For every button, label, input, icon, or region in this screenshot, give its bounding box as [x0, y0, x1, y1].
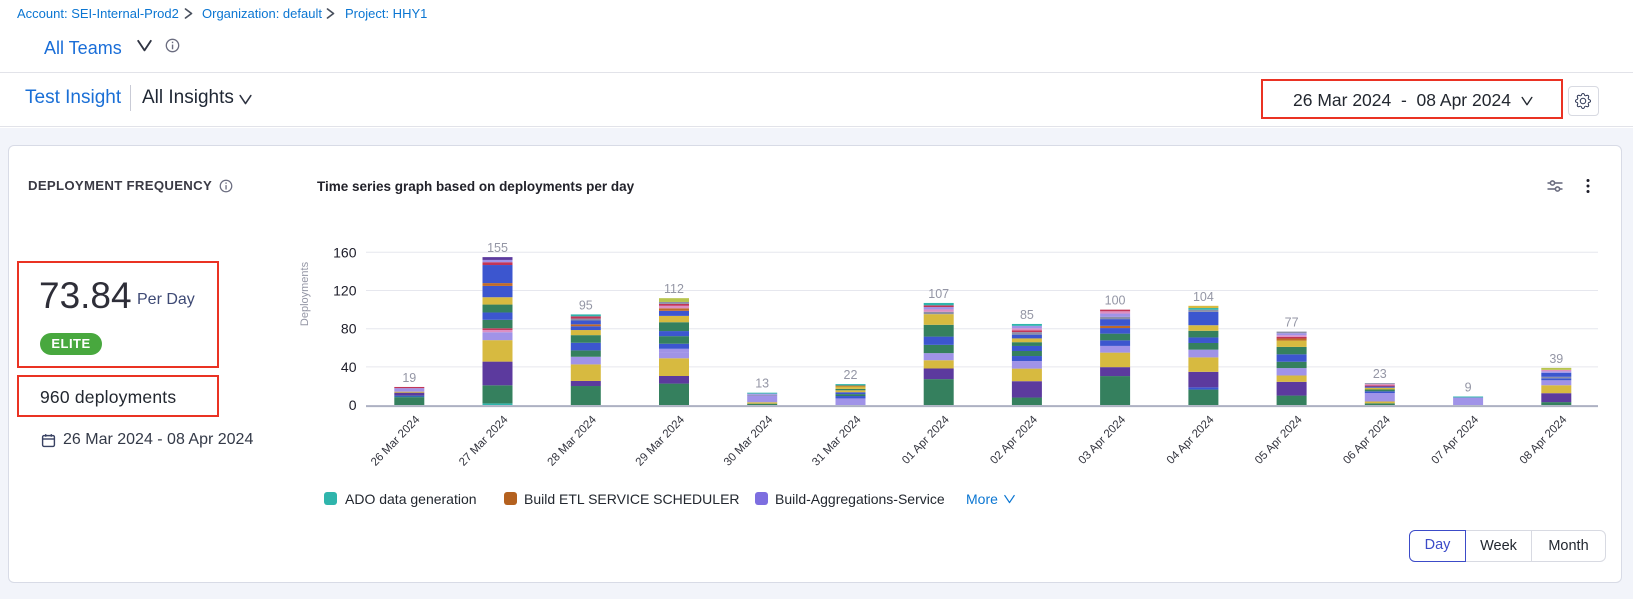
svg-text:04 Apr 2024: 04 Apr 2024: [1165, 413, 1217, 466]
svg-text:40: 40: [341, 359, 357, 375]
svg-text:29 Mar 2024: 29 Mar 2024: [634, 413, 688, 468]
svg-text:19: 19: [402, 371, 416, 385]
svg-text:28 Mar 2024: 28 Mar 2024: [545, 413, 599, 468]
svg-text:77: 77: [1285, 316, 1299, 330]
svg-text:03 Apr 2024: 03 Apr 2024: [1077, 413, 1129, 466]
svg-text:Deployments: Deployments: [299, 261, 311, 326]
svg-text:05 Apr 2024: 05 Apr 2024: [1253, 413, 1305, 466]
svg-text:100: 100: [1105, 294, 1126, 308]
svg-text:06 Apr 2024: 06 Apr 2024: [1341, 413, 1393, 466]
svg-text:104: 104: [1193, 290, 1214, 304]
svg-text:112: 112: [664, 282, 684, 296]
svg-text:23: 23: [1373, 367, 1387, 381]
svg-text:160: 160: [333, 244, 357, 260]
svg-text:120: 120: [333, 283, 357, 299]
svg-text:0: 0: [349, 397, 357, 413]
svg-text:22: 22: [844, 368, 858, 382]
svg-text:08 Apr 2024: 08 Apr 2024: [1518, 413, 1570, 466]
svg-text:07 Apr 2024: 07 Apr 2024: [1430, 413, 1482, 466]
svg-text:26 Mar 2024: 26 Mar 2024: [369, 413, 423, 468]
svg-text:155: 155: [487, 241, 508, 255]
svg-text:30 Mar 2024: 30 Mar 2024: [722, 413, 776, 468]
svg-text:9: 9: [1465, 381, 1472, 395]
svg-text:80: 80: [341, 321, 357, 337]
svg-text:95: 95: [579, 298, 593, 312]
svg-text:39: 39: [1549, 352, 1563, 366]
svg-text:02 Apr 2024: 02 Apr 2024: [988, 413, 1040, 466]
svg-text:107: 107: [928, 287, 949, 301]
svg-text:31 Mar 2024: 31 Mar 2024: [810, 413, 864, 468]
svg-text:01 Apr 2024: 01 Apr 2024: [900, 413, 952, 466]
svg-text:27 Mar 2024: 27 Mar 2024: [457, 413, 511, 468]
svg-text:85: 85: [1020, 308, 1034, 322]
svg-text:13: 13: [755, 377, 769, 391]
